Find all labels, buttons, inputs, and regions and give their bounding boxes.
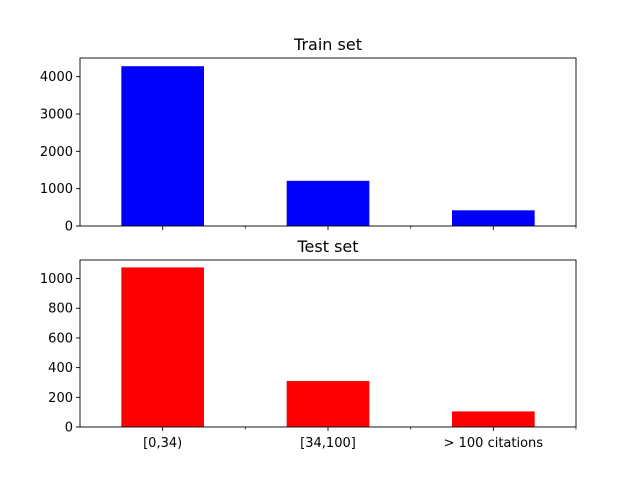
bar <box>286 380 370 427</box>
bar <box>121 267 204 427</box>
chart-title: Train set <box>293 35 362 54</box>
y-tick-label: 200 <box>48 391 73 406</box>
chart-title: Test set <box>296 237 358 256</box>
x-tick-label: [0,34) <box>143 436 182 451</box>
bar <box>452 411 535 427</box>
y-tick-label: 3000 <box>40 108 73 123</box>
y-tick-label: 1000 <box>40 182 73 197</box>
x-tick-label: [34,100] <box>300 436 356 451</box>
y-tick-label: 2000 <box>40 145 73 160</box>
y-tick-label: 4000 <box>40 70 73 85</box>
bar <box>121 66 204 227</box>
y-tick-label: 1000 <box>40 272 73 287</box>
bar <box>286 180 370 226</box>
x-tick-label: > 100 citations <box>444 436 544 451</box>
y-tick-label: 400 <box>48 361 73 376</box>
y-tick-label: 800 <box>48 302 73 317</box>
y-tick-label: 0 <box>65 421 73 436</box>
y-tick-label: 600 <box>48 331 73 346</box>
y-tick-label: 0 <box>65 220 73 235</box>
bar <box>452 210 535 226</box>
